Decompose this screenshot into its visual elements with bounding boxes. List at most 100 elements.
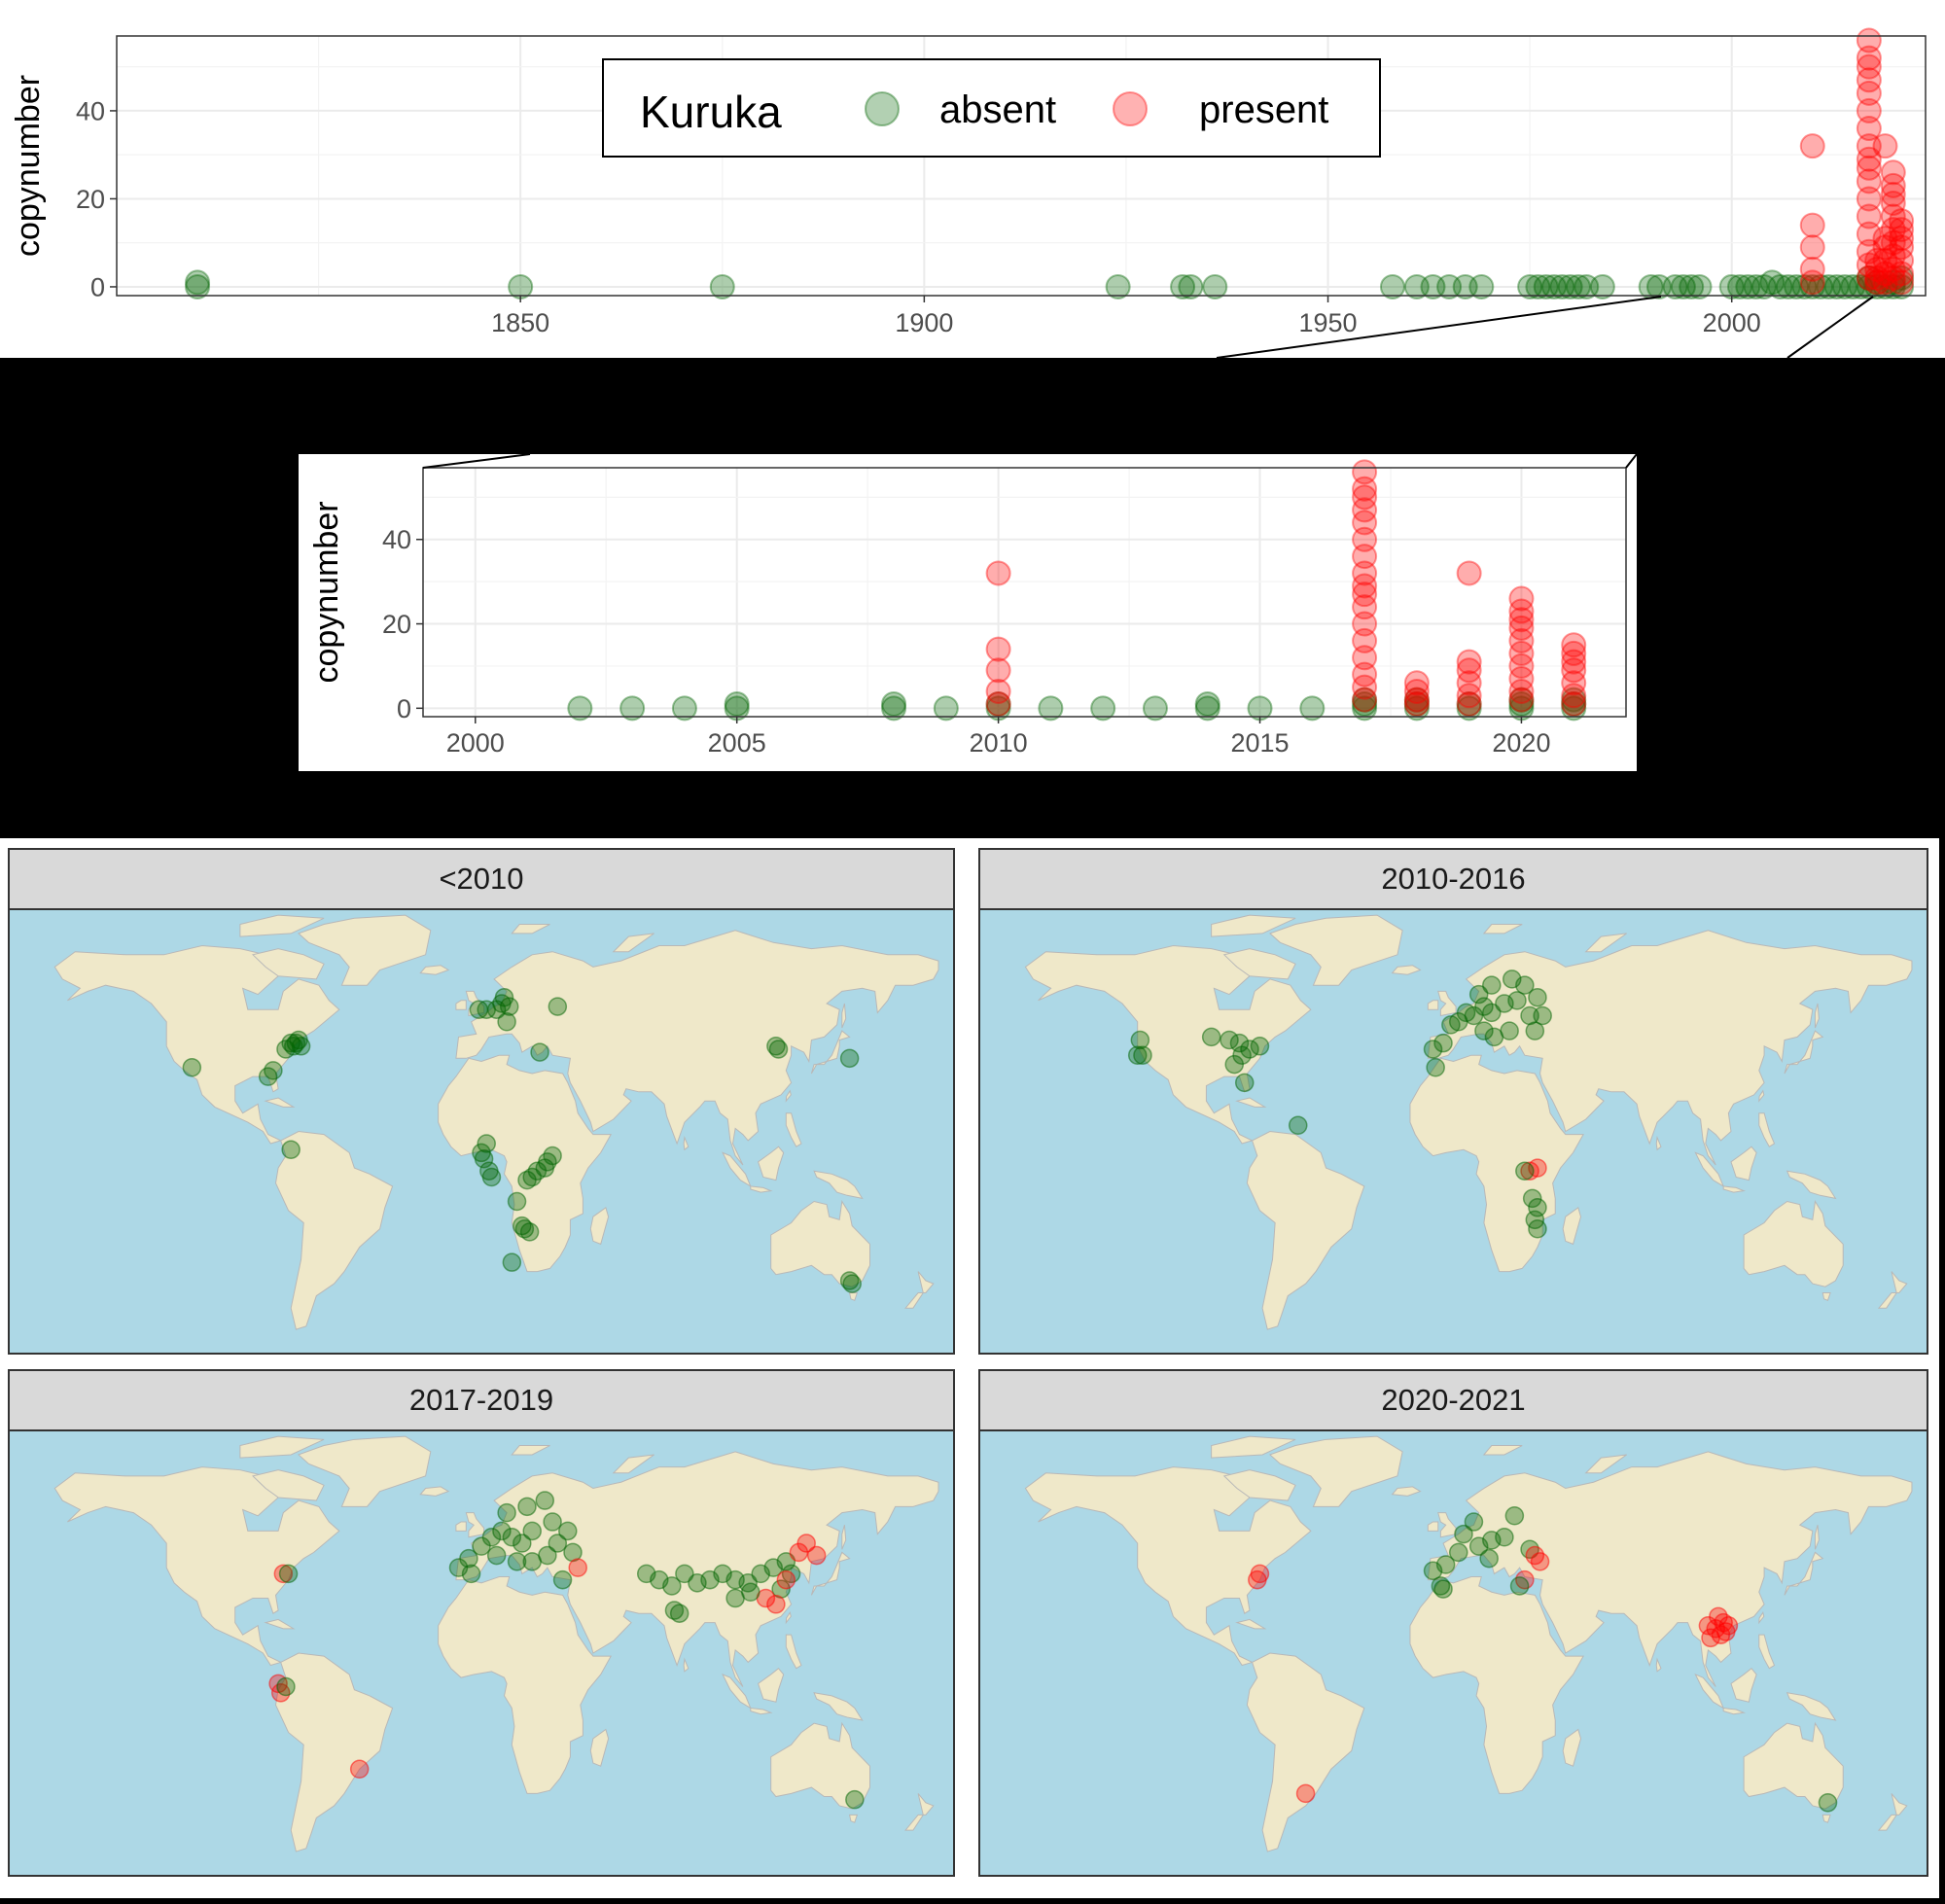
data-point-present — [1508, 585, 1535, 612]
data-point-absent — [985, 690, 1011, 717]
map-point-absent — [1528, 1218, 1547, 1239]
landmass-ireland — [1427, 1521, 1439, 1532]
data-point-present — [1856, 186, 1882, 212]
data-point-absent — [1561, 687, 1587, 713]
data-point-present — [1889, 226, 1915, 252]
landmass-uk — [1437, 990, 1457, 1017]
map-point-absent — [276, 1676, 296, 1697]
data-point-absent — [1508, 687, 1535, 713]
landmass-south-america — [1246, 1652, 1365, 1852]
landmass-svalbard — [1482, 1445, 1523, 1456]
data-point-absent — [1170, 273, 1196, 300]
data-point-present — [1352, 594, 1378, 620]
map-facets-panel: <2010 2010-2016 2017-2019 2020-2021 — [0, 838, 1939, 1898]
map-point-present — [1515, 1569, 1535, 1590]
data-point-present — [1880, 229, 1906, 256]
data-point-absent — [619, 695, 646, 722]
data-point-present — [1352, 510, 1378, 536]
facet-strip-label: 2010-2016 — [978, 848, 1928, 910]
map-point-absent — [558, 1521, 578, 1541]
overview-chart-panel: 1850 1900 1950 2000 0 20 40 copynumber Kuruka abs… — [0, 0, 1945, 358]
data-point-present — [985, 657, 1011, 684]
data-point-present — [1561, 640, 1587, 666]
map-point-absent — [1482, 1003, 1502, 1023]
landmass-africa — [1409, 1054, 1584, 1273]
map-point-absent — [481, 1527, 502, 1547]
data-point-present — [1352, 573, 1378, 599]
landmass-australia — [1743, 1200, 1844, 1287]
landmass-south-america — [1246, 1130, 1365, 1330]
data-point-present — [1456, 690, 1482, 717]
data-point-absent — [1194, 695, 1220, 722]
world-map — [8, 1431, 955, 1877]
data-point-absent — [671, 695, 697, 722]
landmass-novaya-zemlya — [1584, 933, 1627, 953]
data-point-present — [1508, 665, 1535, 691]
map-point-absent — [286, 1033, 306, 1053]
map-point-absent — [517, 1497, 537, 1517]
landmass-australia — [770, 1200, 870, 1287]
data-point-present — [1872, 269, 1898, 296]
landmass-greenland — [1268, 914, 1403, 986]
data-point-absent — [185, 269, 211, 296]
landmass-tasmania — [1821, 1814, 1831, 1823]
data-point-present — [1889, 261, 1915, 287]
map-point-absent — [182, 1057, 202, 1077]
map-point-absent — [1468, 984, 1489, 1005]
map-point-absent — [284, 1037, 303, 1056]
data-point-present — [1856, 53, 1882, 80]
data-point-present — [1352, 459, 1378, 485]
landmass-taiwan — [785, 1610, 792, 1625]
landmass-iceland — [1391, 1486, 1422, 1497]
data-point-absent — [1864, 269, 1891, 296]
landmass-cuba — [1235, 1097, 1267, 1108]
world-map — [978, 910, 1928, 1355]
landmass-sri-lanka — [683, 1135, 690, 1151]
map-point-absent — [1509, 1576, 1530, 1596]
map-point-absent — [258, 1067, 278, 1086]
data-point-present — [1880, 264, 1906, 291]
data-point-present — [1352, 674, 1378, 700]
data-point-absent — [1872, 273, 1898, 300]
data-point-present — [1799, 212, 1825, 238]
landmass-madagascar — [589, 1728, 610, 1767]
data-point-present — [1856, 45, 1882, 71]
data-point-absent — [1105, 273, 1131, 300]
map-point-absent — [1426, 1057, 1445, 1077]
data-point-present — [1352, 544, 1378, 570]
map-point-absent — [502, 1527, 522, 1547]
data-point-absent — [1508, 690, 1535, 717]
data-point-absent — [1767, 273, 1793, 300]
map-point-absent — [522, 1521, 542, 1541]
landmass-novaya-zemlya — [612, 933, 654, 953]
map-point-present — [806, 1545, 827, 1566]
data-point-present — [1889, 269, 1915, 296]
data-point-absent — [1743, 273, 1769, 300]
data-point-present — [1352, 582, 1378, 608]
data-point-present — [985, 690, 1011, 717]
map-point-absent — [1127, 1045, 1148, 1065]
landmass-sakhalin — [1814, 1525, 1820, 1550]
data-point-absent — [1889, 264, 1915, 291]
map-point-absent — [1484, 1027, 1504, 1047]
map-point-absent — [1482, 975, 1502, 995]
map-point-absent — [1495, 1527, 1514, 1547]
landmass-ellesmere — [1211, 1435, 1296, 1459]
map-point-absent — [477, 1134, 496, 1153]
map-point-absent — [1515, 975, 1535, 995]
world-map — [8, 910, 955, 1355]
landmass-north-america — [1024, 1466, 1312, 1667]
map-point-absent — [474, 1148, 494, 1169]
data-point-absent — [1456, 690, 1482, 717]
landmass-svalbard — [511, 1445, 550, 1456]
landmass-australia — [1743, 1721, 1844, 1810]
data-point-absent — [1456, 695, 1482, 722]
landmass-borneo — [758, 1668, 785, 1703]
map-point-absent — [1520, 1539, 1539, 1560]
data-point-present — [985, 678, 1011, 704]
landmass-ellesmere — [239, 914, 325, 937]
data-point-absent — [1561, 690, 1587, 717]
data-point-present — [1856, 146, 1882, 172]
map-point-absent — [1522, 1188, 1542, 1209]
landmass-south-america — [274, 1652, 394, 1852]
